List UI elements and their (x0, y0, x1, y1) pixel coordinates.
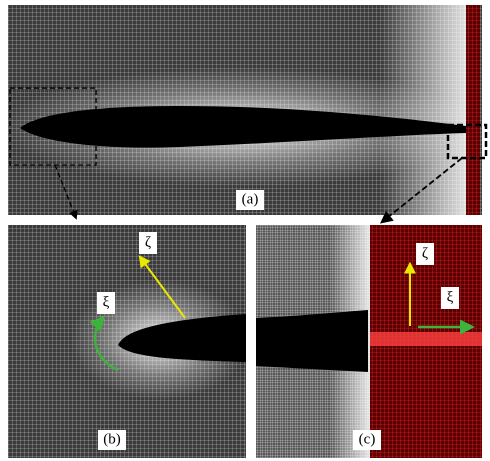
panel-b: ζ ξ (b) (8, 225, 250, 458)
mesh-refinement (380, 5, 466, 215)
panel-c: ζ ξ (c) (256, 225, 482, 458)
panel-label: (a) (242, 191, 259, 207)
figure: (a) ζ ξ (b) ζ ξ (c) (0, 0, 490, 461)
panel-a: (a) (0, 5, 486, 215)
wake-refinement (370, 332, 482, 346)
axis-label: ζ (145, 234, 151, 250)
airfoil (256, 310, 368, 372)
panel-label: (c) (359, 431, 376, 447)
panel-label: (b) (103, 431, 121, 447)
axis-label: ζ (422, 245, 428, 261)
red-region (466, 5, 480, 215)
axis-label: ξ (447, 289, 454, 305)
axis-label: ξ (103, 294, 110, 310)
